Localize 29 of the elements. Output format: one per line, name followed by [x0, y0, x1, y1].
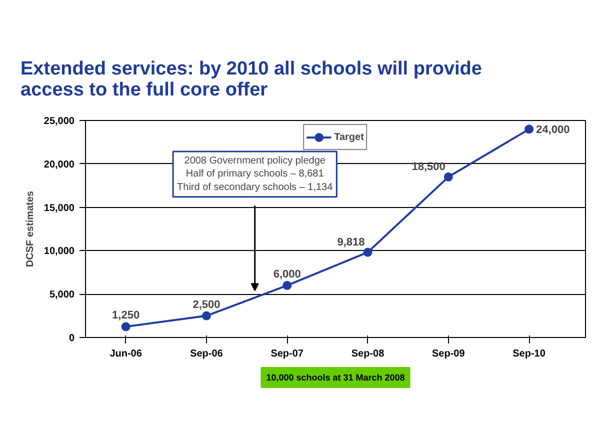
y-tick-label: 25,000	[44, 116, 75, 127]
y-tick-label: 5,000	[49, 290, 75, 301]
text: 6,000	[273, 268, 301, 280]
chart-title: Extended services: by 2010 all schools will provide access to the full core offer	[20, 58, 482, 100]
x-tick-label: Sep-08	[351, 348, 385, 360]
x-tick-label: Sep-10	[512, 348, 546, 360]
text: 2,500	[192, 298, 220, 311]
y-tick-label: 15,000	[44, 202, 75, 214]
point	[121, 322, 130, 332]
x-tick-label: Sep-09	[432, 348, 466, 360]
y-tick-label: 20,000	[44, 159, 75, 170]
x-tick-label: Sep-06	[190, 348, 224, 360]
y-tick-label: 10,000	[44, 246, 75, 258]
text: 1,250	[112, 310, 140, 322]
y-axis-title: DCSF estimates	[24, 190, 36, 268]
point	[202, 311, 211, 320]
x-tick-label: Jun-06	[110, 348, 142, 360]
text: 24,000	[536, 124, 570, 136]
point	[363, 248, 372, 257]
y-tick-label: 0	[68, 333, 75, 344]
text: 18,500	[412, 160, 446, 173]
point	[524, 124, 534, 134]
text: 10,000 schools at 31 March 2008	[266, 372, 405, 382]
text: 9,818	[337, 236, 365, 248]
x-tick-label: Sep-07	[270, 348, 304, 360]
legend-label: Target	[334, 132, 364, 142]
point	[282, 280, 292, 290]
annotation: 2008 Government policy pledge Half of primary schools – 8,681 Third of secondary schools – 1,134	[177, 155, 334, 193]
point	[444, 172, 453, 182]
